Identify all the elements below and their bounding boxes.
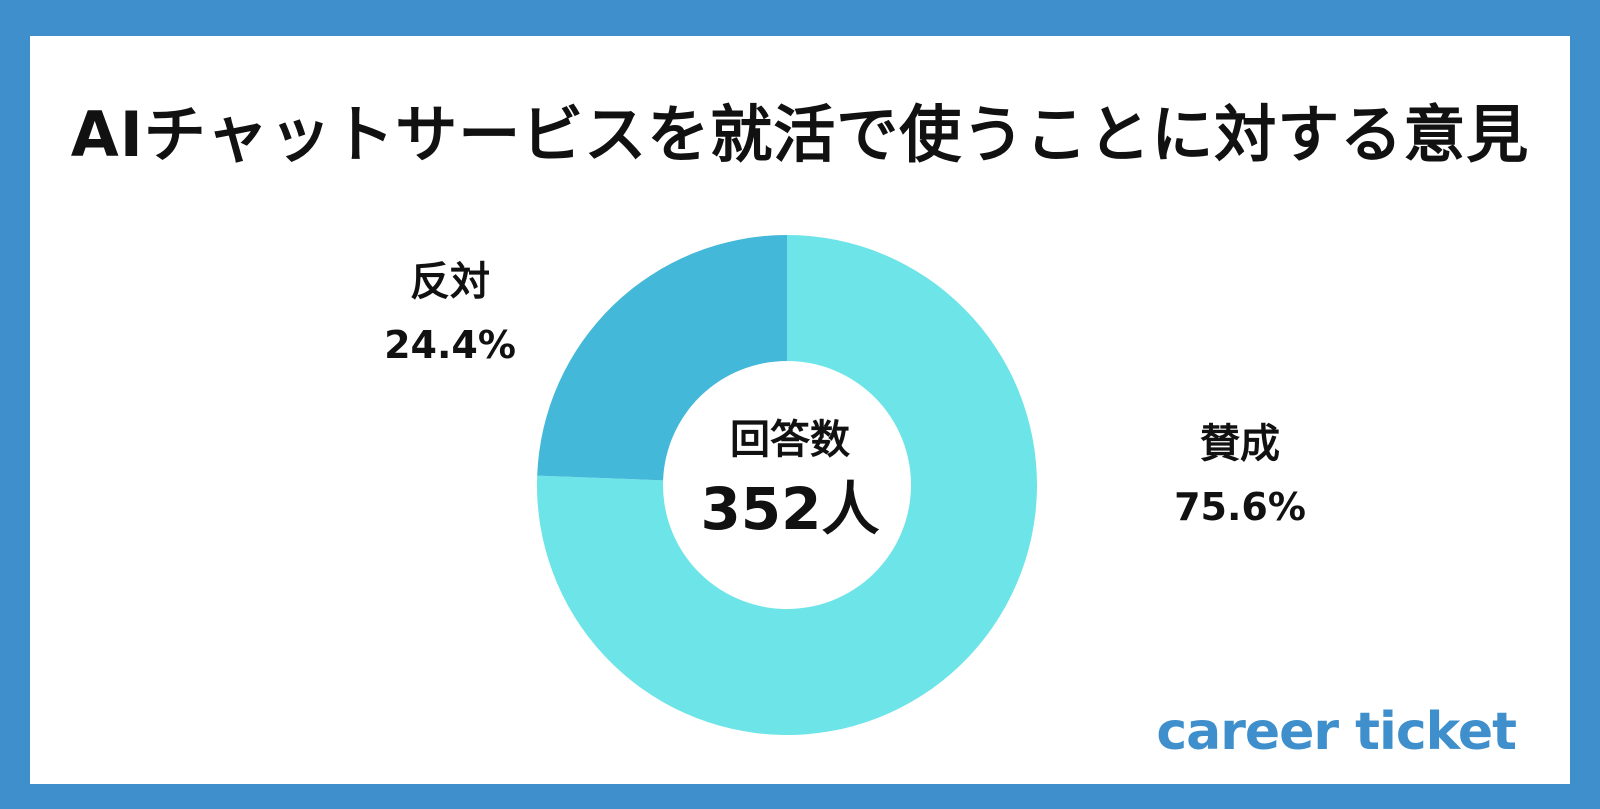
label-for-percent: 75.6% — [1174, 485, 1306, 529]
chart-title: AIチャットサービスを就活で使うことに対する意見 — [70, 98, 1530, 171]
center-total-value: 352人 — [700, 475, 880, 543]
label-against-percent: 24.4% — [384, 323, 516, 367]
donut-slice-for — [537, 235, 1037, 736]
label-against: 反対 24.4% — [360, 262, 540, 364]
label-for: 賛成 75.6% — [1140, 424, 1340, 526]
donut-chart — [537, 235, 1037, 736]
label-against-name: 反対 — [410, 259, 490, 305]
label-for-name: 賛成 — [1200, 421, 1280, 467]
chart-card: AIチャットサービスを就活で使うことに対する意見 反対 24.4% 賛成 75.… — [30, 36, 1570, 784]
center-total: 回答数 352人 — [670, 420, 910, 538]
donut-slice-against — [537, 235, 787, 481]
brand-logo: career ticket — [1156, 702, 1517, 762]
center-total-label: 回答数 — [730, 417, 850, 463]
